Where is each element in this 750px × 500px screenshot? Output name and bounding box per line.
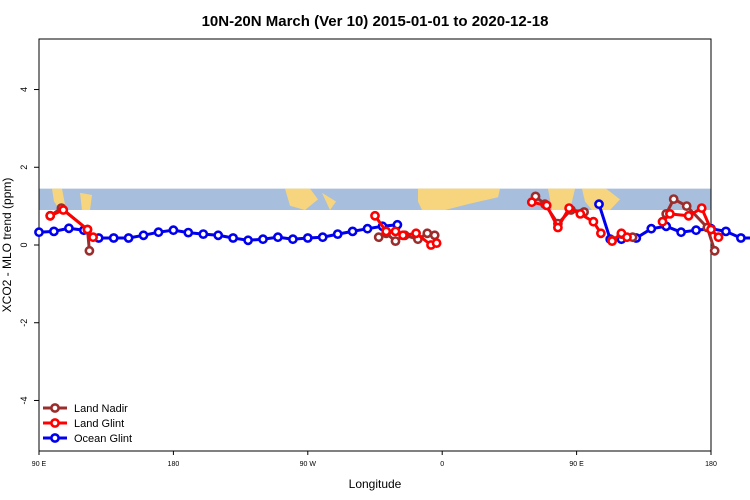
map-band-land-3 bbox=[285, 188, 318, 211]
data-point bbox=[362, 223, 373, 234]
x-tick-label: 180 bbox=[705, 461, 717, 468]
y-tick-label: 0 bbox=[19, 242, 29, 247]
x-tick-label: 90 E bbox=[569, 461, 584, 468]
data-point bbox=[272, 232, 283, 243]
data-point bbox=[681, 201, 692, 211]
map-band bbox=[39, 188, 711, 211]
data-point bbox=[183, 227, 194, 238]
legend: Land Nadir Land Glint Ocean Glint bbox=[43, 403, 132, 445]
data-point bbox=[596, 228, 606, 239]
x-tick-label: 0 bbox=[440, 461, 444, 468]
data-point bbox=[138, 230, 149, 241]
data-point bbox=[390, 226, 401, 237]
y-axis-label: XCO2 - MLO trend (ppm) bbox=[0, 178, 14, 313]
data-point bbox=[422, 228, 433, 239]
data-point bbox=[123, 233, 134, 243]
y-tick-label: 4 bbox=[19, 87, 29, 92]
y-tick-label: -2 bbox=[19, 319, 29, 327]
data-point bbox=[588, 216, 599, 227]
data-point bbox=[88, 232, 98, 243]
data-point bbox=[646, 223, 657, 234]
data-point bbox=[381, 226, 392, 237]
legend-label: Land Glint bbox=[74, 418, 124, 430]
data-point bbox=[45, 210, 56, 221]
data-point bbox=[696, 203, 707, 213]
legend-label: Ocean Glint bbox=[74, 433, 132, 445]
data-point bbox=[108, 233, 119, 243]
chart-title: 10N-20N March (Ver 10) 2015-01-01 to 202… bbox=[202, 13, 549, 30]
data-point bbox=[213, 230, 224, 241]
x-tick-label: 90 W bbox=[300, 461, 317, 468]
map-band-land-4 bbox=[322, 192, 336, 211]
legend-marker bbox=[50, 403, 60, 413]
data-point bbox=[390, 236, 401, 246]
data-point bbox=[49, 226, 59, 237]
data-point bbox=[168, 225, 179, 236]
y-tick-label: 2 bbox=[19, 165, 29, 170]
data-point bbox=[287, 234, 298, 245]
axes: -4 -2 0 2 4 90 E 180 90 W 0 90 E 180 bbox=[19, 38, 717, 468]
data-point bbox=[64, 223, 74, 234]
data-point bbox=[575, 208, 586, 219]
y-tick-label: -4 bbox=[19, 396, 29, 404]
data-point bbox=[607, 236, 617, 246]
data-point bbox=[347, 226, 358, 237]
data-point bbox=[676, 227, 686, 238]
data-point bbox=[713, 232, 724, 243]
data-point bbox=[243, 235, 253, 246]
x-tick-label: 90 E bbox=[32, 461, 47, 468]
data-point bbox=[691, 225, 701, 236]
data-point bbox=[34, 227, 44, 238]
data-point bbox=[564, 203, 574, 213]
data-point bbox=[721, 226, 731, 237]
data-point bbox=[526, 197, 537, 208]
series-land-glint bbox=[45, 197, 724, 250]
data-point bbox=[317, 232, 328, 243]
data-point bbox=[411, 228, 421, 239]
data-point bbox=[58, 205, 69, 215]
data-point bbox=[709, 245, 720, 256]
data-point bbox=[370, 210, 380, 221]
legend-label: Land Nadir bbox=[74, 403, 128, 415]
data-point bbox=[594, 199, 604, 210]
x-tick-label: 180 bbox=[168, 461, 180, 468]
x-axis-label: Longitude bbox=[349, 477, 402, 491]
map-band-land-2 bbox=[80, 192, 92, 211]
data-point bbox=[153, 227, 164, 238]
data-point bbox=[431, 238, 442, 248]
map-band-land-5 bbox=[418, 188, 500, 211]
data-point bbox=[657, 216, 668, 227]
map-band-land-7 bbox=[582, 188, 620, 211]
data-point bbox=[429, 230, 440, 241]
data-point bbox=[82, 224, 93, 235]
data-point bbox=[668, 194, 679, 204]
data-point bbox=[665, 208, 675, 219]
data-point bbox=[553, 222, 563, 233]
data-point bbox=[683, 210, 694, 221]
data-point bbox=[198, 229, 209, 239]
data-point bbox=[706, 224, 716, 235]
legend-marker bbox=[50, 418, 60, 428]
data-point bbox=[373, 232, 384, 243]
data-point bbox=[541, 200, 552, 211]
data-point bbox=[228, 233, 238, 243]
data-point bbox=[332, 229, 343, 239]
data-point bbox=[84, 245, 95, 256]
data-point bbox=[736, 233, 746, 243]
data-point bbox=[398, 230, 408, 241]
data-point bbox=[258, 234, 268, 245]
data-point bbox=[302, 233, 313, 243]
legend-marker bbox=[50, 433, 60, 443]
data-point bbox=[622, 232, 632, 243]
series-layer bbox=[34, 191, 750, 256]
